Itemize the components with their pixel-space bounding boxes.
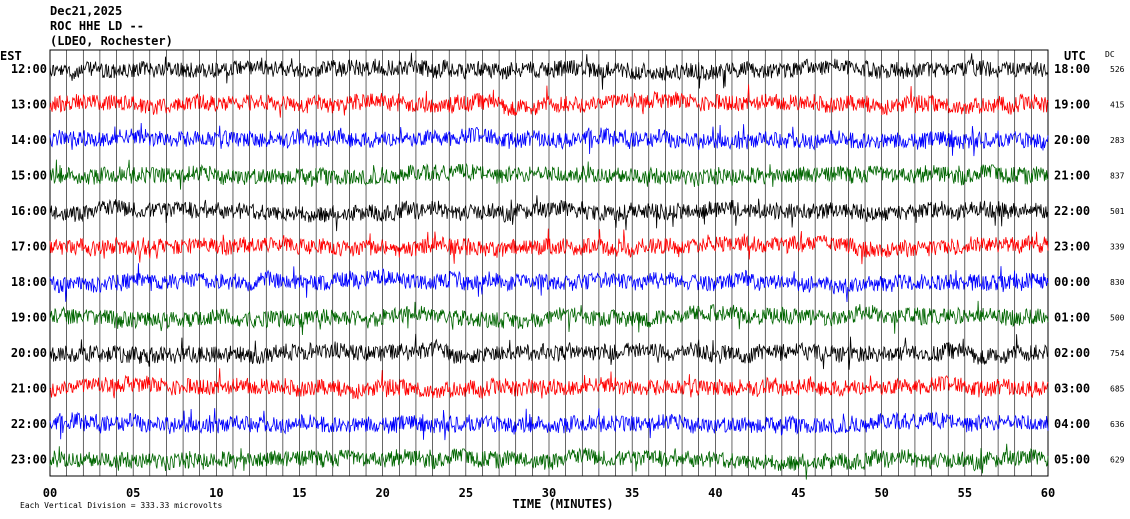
utc-hour-label: 00:00 [1054,275,1090,289]
trace-line [49,443,1049,480]
dc-offset-label: 685 [1110,385,1125,394]
trace-line [49,52,1049,90]
est-hour-label: 21:00 [11,382,47,396]
x-tick-label: 05 [126,486,140,500]
dc-offset-label: 636 [1110,420,1125,429]
utc-hour-label: 01:00 [1054,311,1090,325]
dc-offset-label: 837 [1110,172,1125,181]
x-tick-label: 10 [209,486,223,500]
chart-date: Dec21,2025 [50,4,122,18]
dc-offset-label: 283 [1110,136,1125,145]
trace-line [49,263,1049,303]
dc-offset-label: 629 [1110,456,1125,465]
right-timezone-label: UTC [1064,49,1086,63]
utc-hour-label: 04:00 [1054,417,1090,431]
est-hour-label: 17:00 [11,240,47,254]
utc-hour-label: 20:00 [1054,133,1090,147]
utc-hour-label: 19:00 [1054,98,1090,112]
dc-offset-label: 501 [1110,207,1125,216]
x-tick-label: 60 [1041,486,1055,500]
x-tick-label: 15 [292,486,306,500]
utc-hour-label: 02:00 [1054,346,1090,360]
x-tick-label: 55 [958,486,972,500]
row-labels: 12:00 18:00 526 13:00 19:00 415 14:00 20:00 283 1… [11,62,1125,467]
dc-offset-label: 339 [1110,243,1125,252]
x-axis-label: TIME (MINUTES) [512,497,613,511]
est-hour-label: 20:00 [11,346,47,360]
scale-footer: Each Vertical Division = 333.33 microvol… [20,501,222,510]
trace-line [49,195,1049,232]
est-hour-label: 16:00 [11,204,47,218]
x-tick-label: 40 [708,486,722,500]
trace-line [49,368,1049,400]
utc-hour-label: 21:00 [1054,169,1090,183]
chart-station: ROC HHE LD -- [50,19,144,33]
chart-location: (LDEO, Rochester) [50,34,173,48]
utc-hour-label: 03:00 [1054,382,1090,396]
x-axis-ticks: 00 05 10 15 20 25 30 35 40 45 50 55 60 [43,486,1055,500]
trace-line [49,122,1049,157]
minute-grid [66,50,1032,476]
est-hour-label: 18:00 [11,275,47,289]
trace-line [49,333,1049,370]
x-tick-label: 50 [874,486,888,500]
est-hour-label: 22:00 [11,417,47,431]
dc-offset-label: 830 [1110,278,1125,287]
x-tick-label: 00 [43,486,57,500]
utc-hour-label: 05:00 [1054,453,1090,467]
trace-line [49,228,1049,265]
utc-hour-label: 18:00 [1054,62,1090,76]
x-tick-label: 30 [542,486,556,500]
x-tick-label: 45 [791,486,805,500]
x-tick-label: 35 [625,486,639,500]
dc-header-label: DC [1105,50,1115,59]
dc-offset-label: 415 [1110,101,1125,110]
left-timezone-label: EST [0,49,22,63]
est-hour-label: 13:00 [11,98,47,112]
dc-offset-label: 754 [1110,349,1125,358]
est-hour-label: 19:00 [11,311,47,325]
est-hour-label: 15:00 [11,169,47,183]
x-tick-label: 25 [459,486,473,500]
trace-line [49,408,1049,441]
trace-line [49,300,1049,336]
utc-hour-label: 23:00 [1054,240,1090,254]
x-tick-label: 20 [375,486,389,500]
trace-line [49,159,1049,190]
est-hour-label: 14:00 [11,133,47,147]
trace-group [49,52,1049,480]
est-hour-label: 23:00 [11,453,47,467]
utc-hour-label: 22:00 [1054,204,1090,218]
dc-offset-label: 500 [1110,314,1125,323]
dc-offset-label: 526 [1110,65,1125,74]
trace-line [49,84,1049,118]
est-hour-label: 12:00 [11,62,47,76]
